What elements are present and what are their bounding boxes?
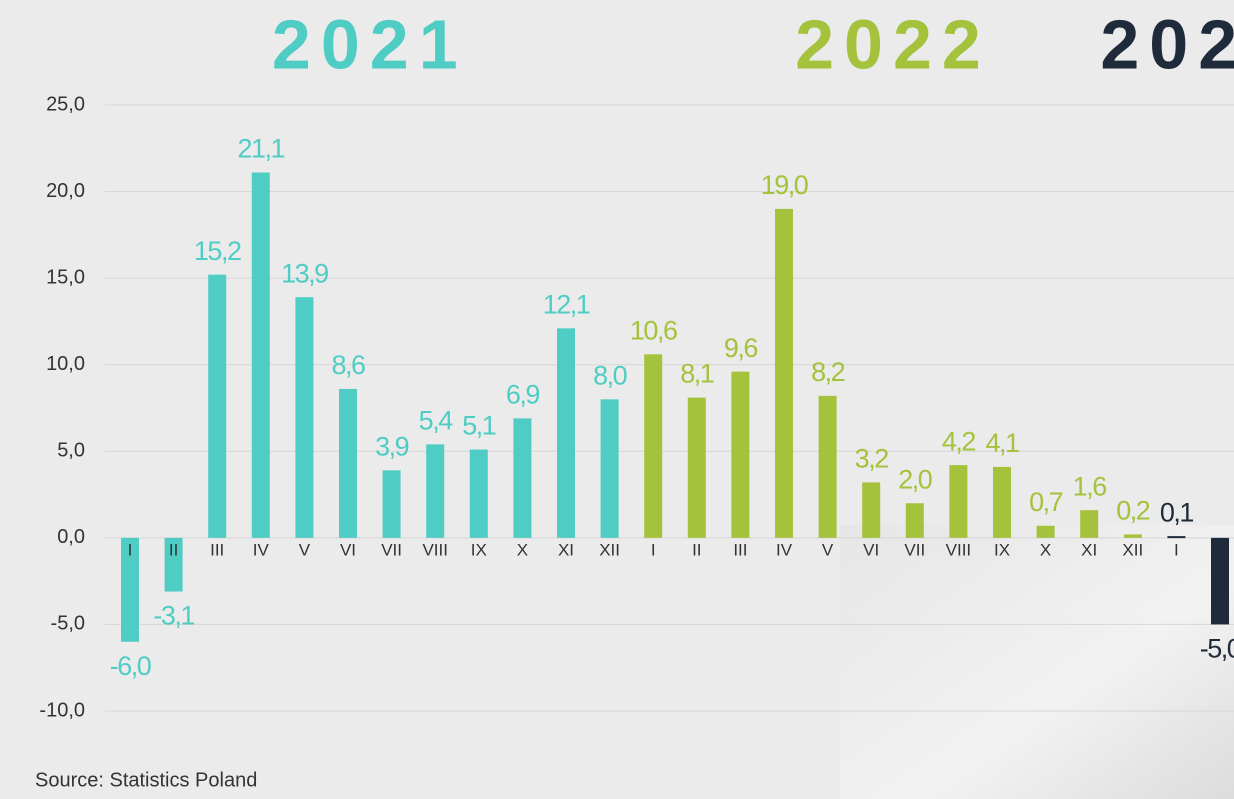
y-tick-label: 10,0 — [46, 353, 85, 375]
bar — [557, 328, 575, 538]
y-tick-label: 15,0 — [46, 266, 85, 288]
background-panel — [840, 525, 1234, 799]
x-tick-label: I — [1174, 540, 1179, 559]
y-tick-label: 0,0 — [57, 526, 85, 548]
bar — [208, 274, 227, 538]
value-label: 4,2 — [942, 426, 976, 456]
x-tick-label: VIII — [422, 540, 448, 559]
value-label: 1,6 — [1073, 471, 1107, 501]
bar — [513, 418, 532, 538]
value-label: 3,9 — [375, 431, 409, 461]
bar — [687, 397, 706, 538]
x-tick-label: IX — [994, 540, 1010, 559]
y-tick-label: 25,0 — [46, 93, 85, 115]
bar — [600, 399, 619, 538]
x-tick-label: VI — [340, 540, 356, 559]
y-tick-label: 5,0 — [57, 440, 85, 462]
bar — [121, 537, 139, 642]
bar — [295, 297, 314, 538]
value-label: 15,2 — [194, 236, 241, 266]
x-tick-label: VII — [381, 540, 402, 559]
source: Source: Statistics Poland — [35, 769, 257, 791]
x-tick-label: V — [299, 540, 311, 559]
value-label: 12,1 — [543, 289, 590, 319]
x-tick-label: VIII — [946, 540, 972, 559]
bar — [905, 503, 924, 538]
bar — [644, 354, 663, 538]
x-tick-label: XI — [558, 540, 574, 559]
x-tick-label: II — [692, 540, 701, 559]
value-label: 0,1 — [1160, 497, 1194, 527]
value-label: 21,1 — [238, 134, 285, 164]
x-tick-label: I — [651, 540, 656, 559]
bar — [1080, 510, 1099, 538]
x-tick-label: XI — [1081, 540, 1097, 559]
value-label: -5,0 — [1200, 634, 1234, 664]
value-label: 19,0 — [761, 170, 808, 200]
bar — [1167, 536, 1186, 539]
bar — [1211, 537, 1229, 625]
value-label: 0,7 — [1029, 487, 1063, 517]
bar — [775, 208, 793, 538]
y-tick-label: -5,0 — [51, 613, 85, 635]
value-label: 8,6 — [331, 350, 365, 380]
value-label: 0,2 — [1116, 496, 1150, 526]
x-tick-label: IV — [253, 540, 270, 559]
y-tick-label: -10,0 — [39, 699, 85, 721]
value-label: 5,1 — [462, 411, 496, 441]
bar — [426, 444, 445, 538]
bar — [818, 395, 837, 538]
x-tick-label: III — [210, 540, 224, 559]
value-label: -3,1 — [153, 601, 194, 631]
value-label: 2,0 — [898, 464, 932, 494]
x-tick-label: XII — [599, 540, 620, 559]
year-header: 2021 — [272, 5, 468, 83]
bar — [862, 482, 881, 538]
x-tick-label: IX — [471, 540, 487, 559]
value-label: 8,1 — [680, 359, 714, 389]
value-label: 3,2 — [855, 444, 889, 474]
x-tick-label: V — [822, 540, 834, 559]
x-tick-label: I — [128, 540, 133, 559]
bar — [949, 465, 968, 538]
x-tick-label: X — [517, 540, 528, 559]
bar — [339, 388, 357, 538]
value-label: -6,0 — [110, 651, 151, 681]
value-label: 6,9 — [506, 380, 540, 410]
value-label: 4,1 — [985, 428, 1019, 458]
value-label: 13,9 — [281, 258, 328, 288]
x-tick-label: X — [1040, 540, 1051, 559]
year-header: 2022 — [795, 5, 991, 83]
bar — [382, 470, 401, 538]
x-tick-label: XII — [1122, 540, 1143, 559]
value-label: 10,6 — [630, 315, 677, 345]
value-label: 8,2 — [811, 357, 845, 387]
value-label: 5,4 — [419, 405, 454, 435]
year-header: 2023 — [1100, 5, 1234, 83]
x-tick-label: VII — [904, 540, 925, 559]
x-tick-label: VI — [863, 540, 879, 559]
bar — [1036, 525, 1055, 538]
value-label: 8,0 — [593, 360, 627, 390]
bar — [731, 371, 750, 538]
x-tick-label: IV — [776, 540, 793, 559]
bar — [1123, 534, 1142, 538]
value-label: 9,6 — [724, 333, 758, 363]
bar — [469, 449, 488, 538]
bar — [164, 537, 183, 592]
x-tick-label: II — [169, 540, 178, 559]
bar — [251, 172, 270, 538]
bar — [993, 466, 1011, 538]
x-tick-label: III — [733, 540, 747, 559]
y-tick-label: 20,0 — [46, 180, 85, 202]
